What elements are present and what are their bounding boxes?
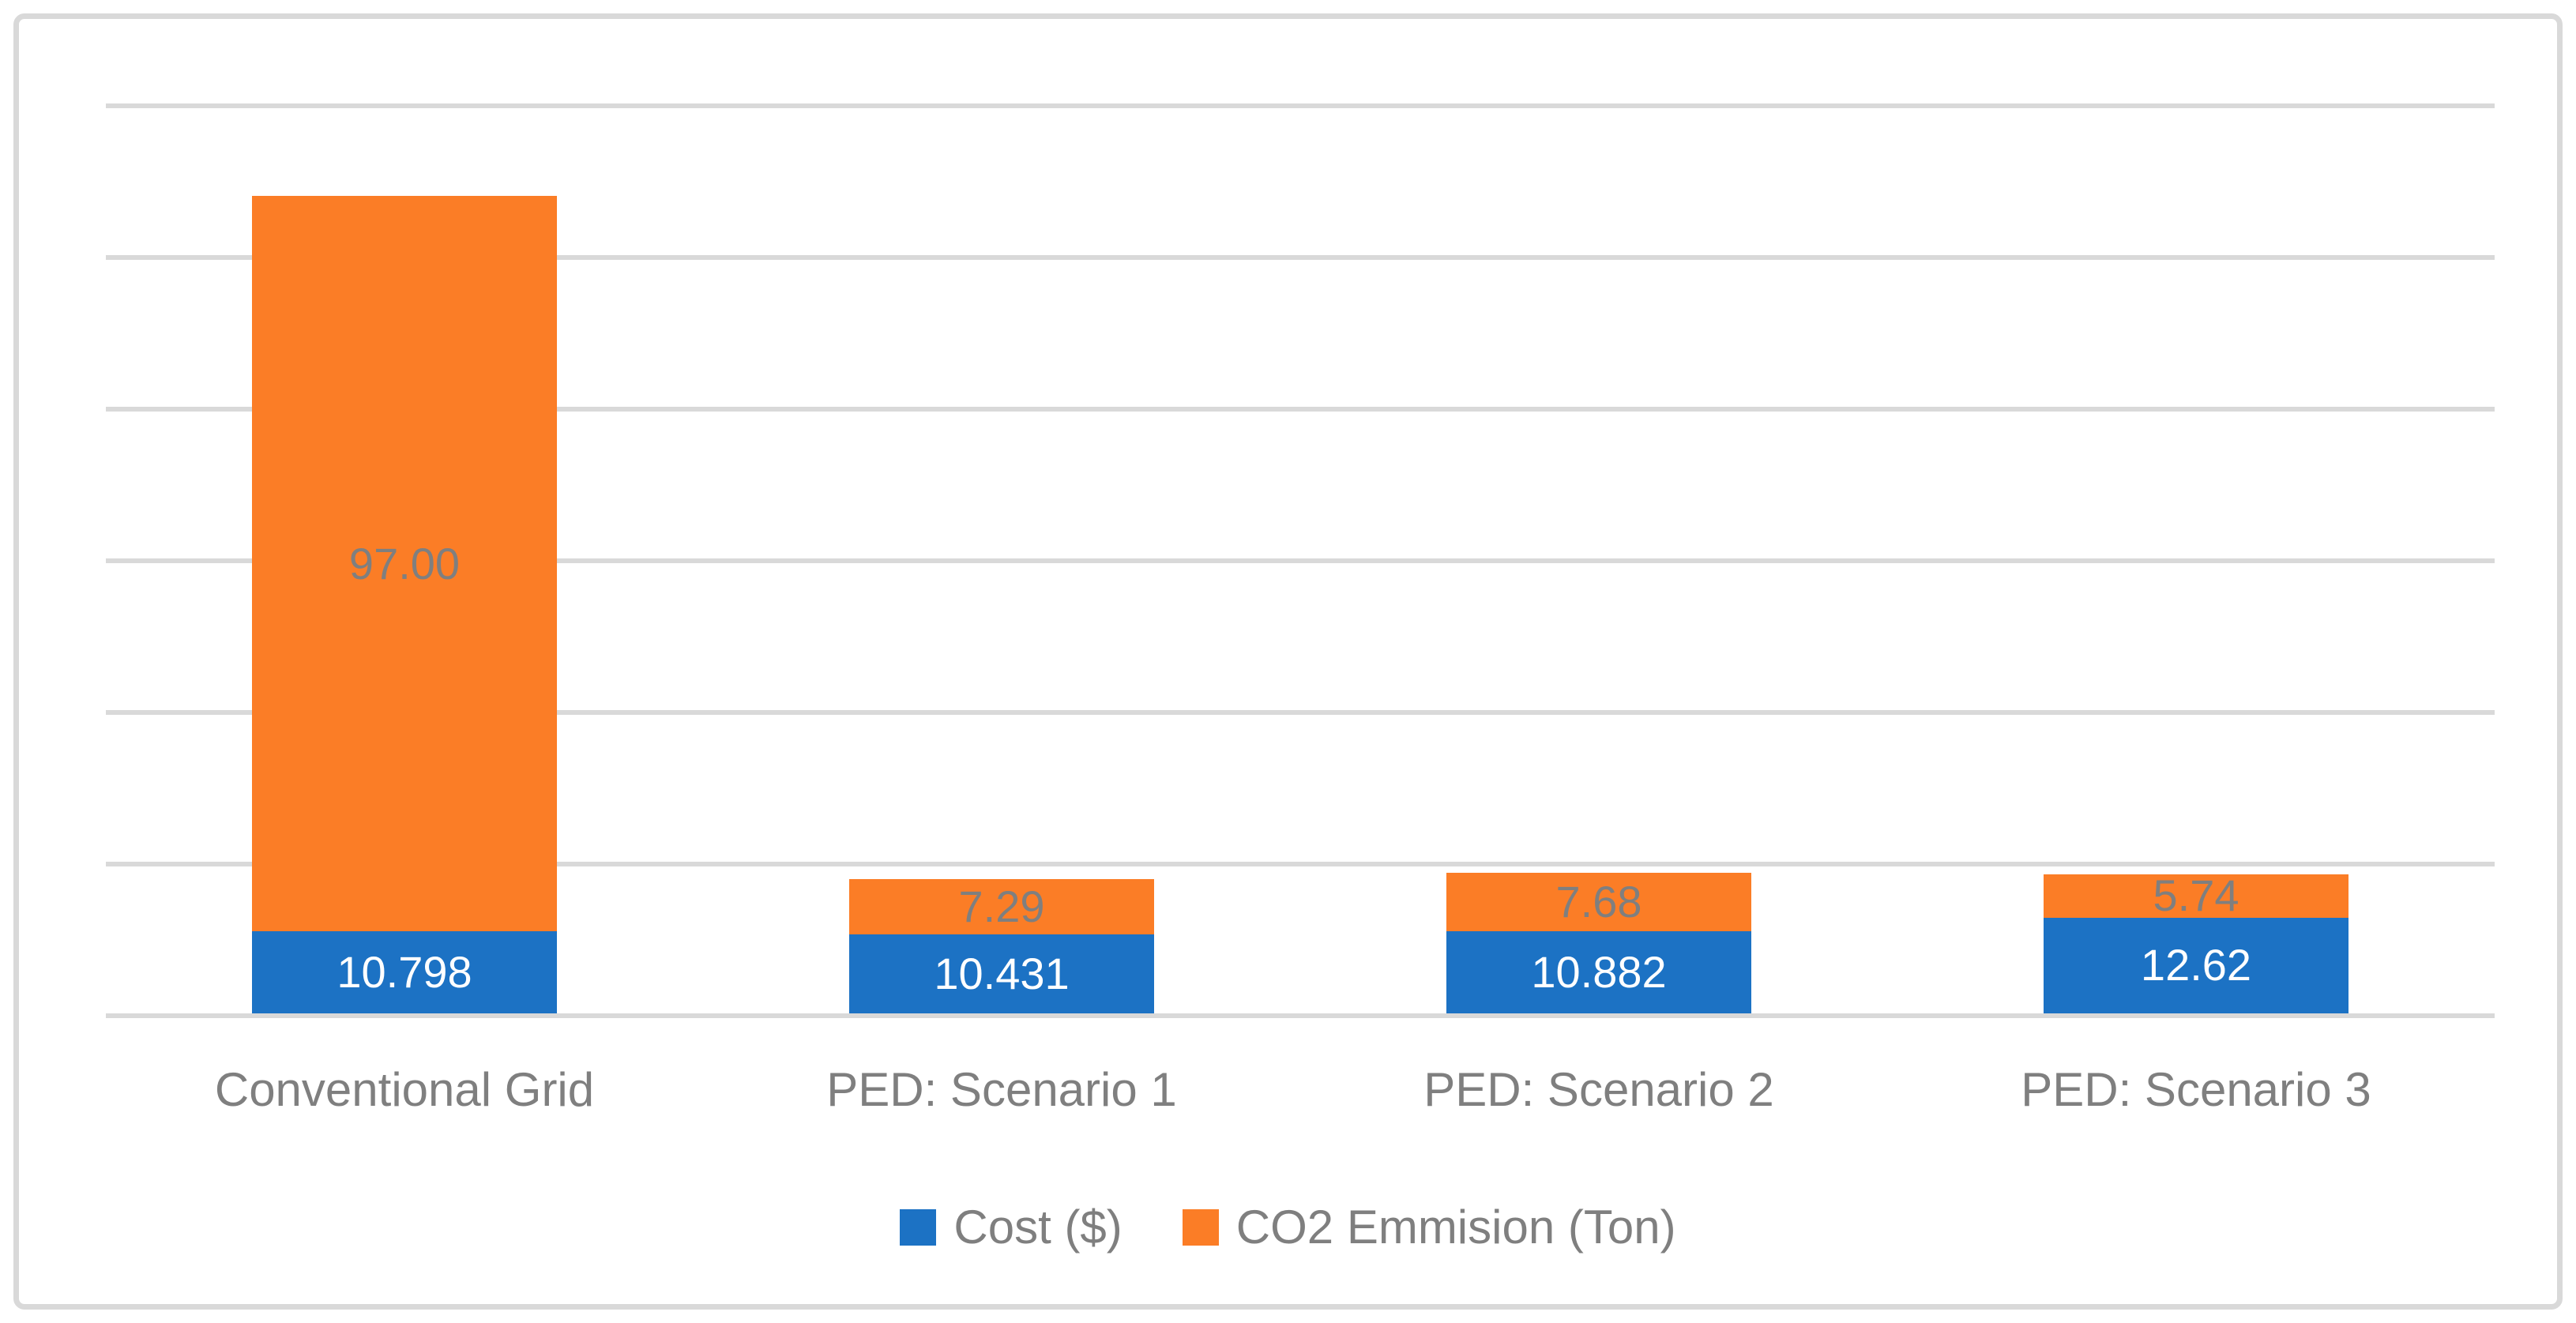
- gridline: [106, 558, 2495, 563]
- x-axis-label-ped-scenario-2: PED: Scenario 2: [1423, 1062, 1774, 1116]
- bar-value-label: 10.431: [934, 948, 1070, 998]
- gridline: [106, 103, 2495, 108]
- bar-group: 7.29 10.431: [849, 878, 1154, 1013]
- gridline: [106, 1013, 2495, 1018]
- gridline: [106, 406, 2495, 412]
- plot-area: 97.00 10.798 7.29 10.431 7.68 10.882 5.74 12.62: [106, 103, 2495, 1018]
- bar-segment-co2: 5.74: [2044, 874, 2348, 918]
- bar-value-label: 7.29: [958, 881, 1045, 931]
- bar-group: 5.74 12.62: [2044, 874, 2348, 1013]
- legend-label-cost: Cost ($): [953, 1201, 1123, 1253]
- legend-item-cost: Cost ($): [900, 1201, 1123, 1253]
- legend-label-co2: CO2 Emmision (Ton): [1235, 1201, 1676, 1253]
- gridline: [106, 709, 2495, 715]
- bar-segment-co2: 7.68: [1446, 872, 1751, 931]
- bar-group: 97.00 10.798: [252, 196, 557, 1013]
- gridline: [106, 862, 2495, 866]
- legend-swatch-cost: [900, 1209, 937, 1246]
- bar-value-label: 10.798: [337, 947, 472, 998]
- bar-segment-cost: 12.62: [2044, 917, 2348, 1013]
- bar-segment-cost: 10.882: [1446, 930, 1751, 1013]
- bar-value-label: 5.74: [2153, 870, 2239, 921]
- bar-segment-co2: 7.29: [849, 878, 1154, 934]
- bar-value-label: 12.62: [2140, 940, 2252, 990]
- gridline: [106, 254, 2495, 260]
- bar-segment-cost: 10.431: [849, 934, 1154, 1013]
- x-axis-label-conventional-grid: Conventional Grid: [214, 1062, 595, 1116]
- bar-segment-cost: 10.798: [252, 931, 557, 1013]
- bars-layer: 97.00 10.798 7.29 10.431 7.68 10.882 5.74 12.62: [106, 106, 2495, 1016]
- x-axis-labels: Conventional Grid PED: Scenario 1 PED: S…: [106, 1046, 2495, 1133]
- bar-value-label: 7.68: [1555, 876, 1642, 926]
- bar-value-label: 10.882: [1531, 946, 1667, 997]
- legend-swatch-co2: [1182, 1209, 1219, 1246]
- chart-frame: 97.00 10.798 7.29 10.431 7.68 10.882 5.74 12.62…: [13, 13, 2563, 1310]
- bar-segment-co2: 97.00: [252, 196, 557, 932]
- legend-item-co2: CO2 Emmision (Ton): [1182, 1201, 1676, 1253]
- x-axis-label-ped-scenario-3: PED: Scenario 3: [2021, 1062, 2371, 1116]
- bar-group: 7.68 10.882: [1446, 872, 1751, 1013]
- bar-value-label: 97.00: [348, 538, 461, 588]
- x-axis-label-ped-scenario-1: PED: Scenario 1: [826, 1062, 1177, 1116]
- legend: Cost ($) CO2 Emmision (Ton): [19, 1190, 2557, 1265]
